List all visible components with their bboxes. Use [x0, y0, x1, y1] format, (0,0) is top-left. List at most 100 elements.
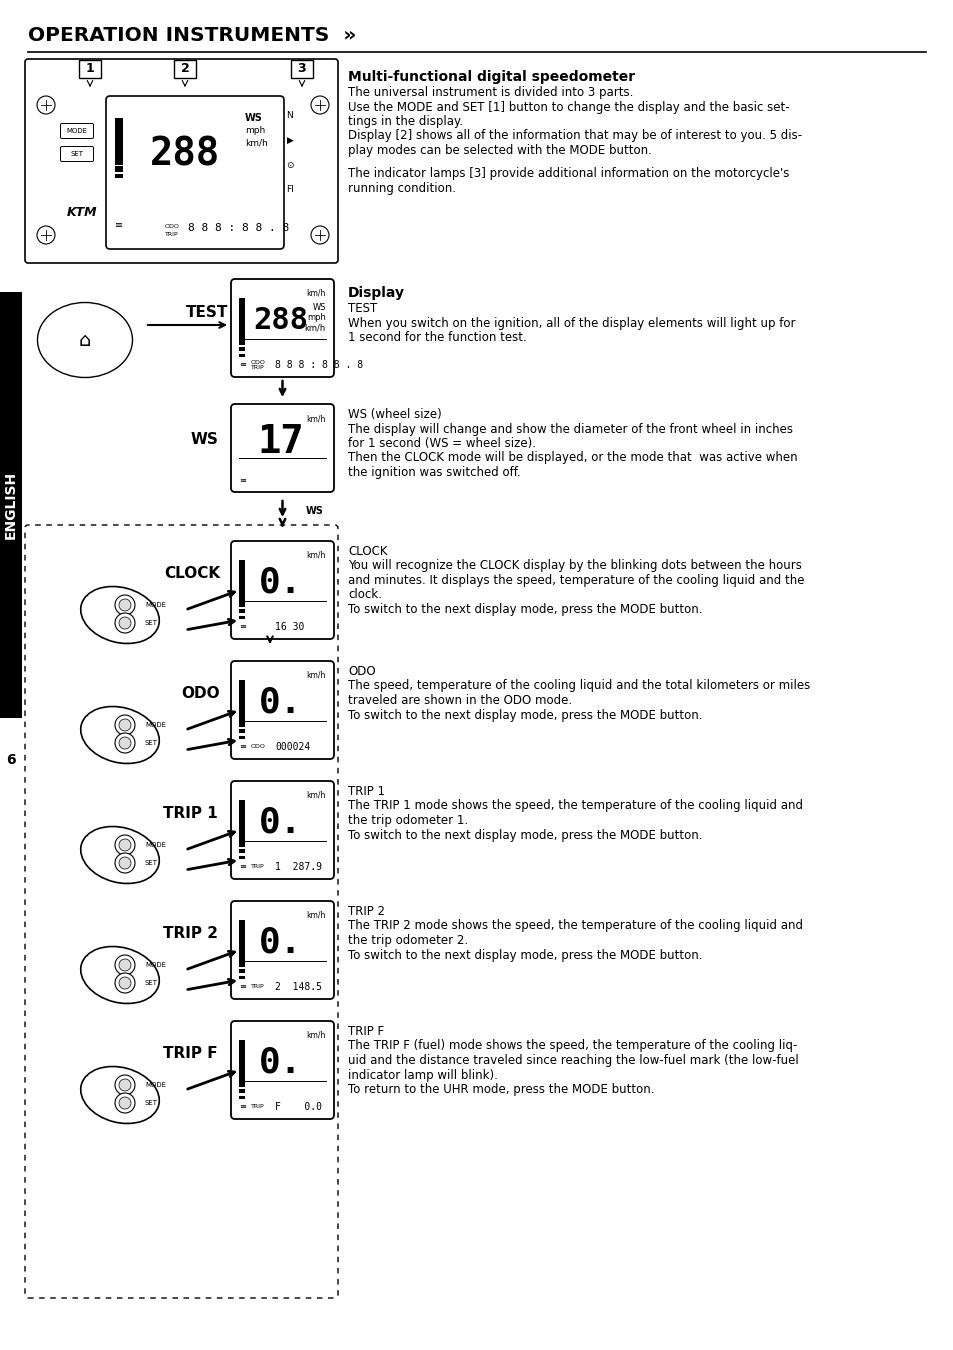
Text: The display will change and show the diameter of the front wheel in inches: The display will change and show the dia… [348, 423, 792, 436]
Bar [239, 948, 245, 956]
Text: N: N [286, 111, 294, 120]
Bar [0, 292, 22, 718]
Text: To return to the UHR mode, press the MODE button.: To return to the UHR mode, press the MOD… [348, 1083, 654, 1096]
Bar [239, 354, 245, 356]
Text: SET: SET [145, 980, 158, 986]
Text: ≡: ≡ [115, 220, 123, 230]
Text: SET: SET [145, 1100, 158, 1106]
Text: MODE: MODE [145, 722, 166, 728]
Text: the ignition was switched off.: the ignition was switched off. [348, 466, 520, 479]
Bar [239, 736, 245, 738]
Text: To switch to the next display mode, press the MODE button.: To switch to the next display mode, pres… [348, 829, 701, 841]
FancyBboxPatch shape [231, 782, 334, 879]
FancyBboxPatch shape [25, 59, 337, 263]
Circle shape [311, 96, 329, 113]
Text: 1  287.9: 1 287.9 [274, 863, 322, 872]
Bar [239, 934, 245, 944]
Bar [239, 941, 245, 950]
Bar [115, 134, 123, 146]
Text: indicator lamp will blink).: indicator lamp will blink). [348, 1068, 497, 1081]
Text: tings in the display.: tings in the display. [348, 115, 462, 128]
Text: km/h: km/h [306, 671, 326, 680]
Text: MODE: MODE [145, 842, 166, 848]
Text: play modes can be selected with the MODE button.: play modes can be selected with the MODE… [348, 144, 651, 157]
FancyBboxPatch shape [231, 404, 334, 491]
Text: 288: 288 [253, 306, 308, 335]
Bar [239, 842, 245, 848]
Text: TRIP 2: TRIP 2 [163, 926, 218, 941]
Text: TRIP: TRIP [251, 1104, 264, 1110]
Bar [239, 580, 245, 590]
Bar [239, 574, 245, 585]
Text: running condition.: running condition. [348, 182, 456, 194]
Text: mph: mph [245, 126, 265, 135]
Bar [239, 1089, 245, 1094]
Circle shape [119, 838, 131, 850]
Bar [239, 963, 245, 968]
FancyBboxPatch shape [60, 147, 93, 162]
Bar [115, 150, 123, 158]
Circle shape [119, 1098, 131, 1108]
Bar [239, 1061, 245, 1071]
Bar [239, 954, 245, 961]
Bar [239, 807, 245, 818]
Text: The TRIP 2 mode shows the speed, the temperature of the cooling liquid and: The TRIP 2 mode shows the speed, the tem… [348, 919, 802, 933]
Circle shape [119, 617, 131, 629]
Text: F    0.0: F 0.0 [274, 1102, 322, 1112]
Bar [239, 1068, 245, 1076]
Bar [239, 801, 245, 813]
Text: ≡: ≡ [239, 743, 246, 752]
Bar [79, 59, 101, 78]
Text: 8 8 8 : 8 8 . 8: 8 8 8 : 8 8 . 8 [188, 223, 289, 234]
Bar [239, 828, 245, 836]
Bar [239, 1075, 245, 1081]
Text: Display [2] shows all of the information that may be of interest to you. 5 dis-: Display [2] shows all of the information… [348, 130, 801, 143]
Text: To switch to the next display mode, press the MODE button.: To switch to the next display mode, pres… [348, 603, 701, 616]
Text: ODO: ODO [348, 666, 375, 678]
Text: 16 30: 16 30 [274, 622, 304, 632]
Bar [115, 174, 123, 178]
Text: the trip odometer 1.: the trip odometer 1. [348, 814, 468, 828]
Text: km/h: km/h [306, 911, 326, 919]
Circle shape [37, 225, 55, 244]
Circle shape [119, 977, 131, 990]
Bar [239, 1081, 245, 1087]
Bar [291, 59, 313, 78]
Text: OPERATION INSTRUMENTS  »: OPERATION INSTRUMENTS » [28, 26, 356, 45]
Bar [239, 305, 245, 316]
Text: 2: 2 [180, 62, 190, 74]
Bar [239, 333, 245, 340]
Circle shape [119, 958, 131, 971]
Text: 8 8 8 : 8 8 . 8: 8 8 8 : 8 8 . 8 [274, 360, 363, 370]
Text: TRIP F: TRIP F [348, 1025, 384, 1038]
Text: WS: WS [306, 506, 324, 516]
Text: ⊙: ⊙ [286, 161, 294, 170]
Text: ⌂: ⌂ [79, 331, 91, 350]
Text: CLOCK: CLOCK [164, 566, 220, 580]
Ellipse shape [81, 706, 159, 764]
FancyBboxPatch shape [231, 1021, 334, 1119]
Text: CLOCK: CLOCK [348, 545, 387, 558]
Text: MODE: MODE [145, 602, 166, 608]
Bar [239, 707, 245, 716]
Text: TRIP: TRIP [251, 984, 264, 990]
Text: 3: 3 [297, 62, 306, 74]
Circle shape [115, 1075, 135, 1095]
Text: 2  148.5: 2 148.5 [274, 981, 322, 992]
Text: WS: WS [245, 113, 263, 123]
Ellipse shape [81, 586, 159, 644]
Text: TRIP F: TRIP F [163, 1045, 218, 1061]
Text: WS: WS [190, 432, 218, 447]
Text: 1 second for the function test.: 1 second for the function test. [348, 331, 526, 344]
Text: ≡: ≡ [239, 863, 246, 872]
Text: You will recognize the CLOCK display by the blinking dots between the hours: You will recognize the CLOCK display by … [348, 559, 801, 572]
Text: uid and the distance traveled since reaching the low-fuel mark (the low-fuel: uid and the distance traveled since reac… [348, 1054, 798, 1067]
Text: MODE: MODE [145, 963, 166, 968]
Text: ≡: ≡ [239, 983, 246, 991]
Text: and minutes. It displays the speed, temperature of the cooling liquid and the: and minutes. It displays the speed, temp… [348, 574, 803, 587]
Bar [115, 166, 123, 171]
Text: ODO: ODO [181, 686, 220, 701]
Text: the trip odometer 2.: the trip odometer 2. [348, 934, 468, 946]
Bar [239, 687, 245, 698]
Bar [239, 1096, 245, 1099]
